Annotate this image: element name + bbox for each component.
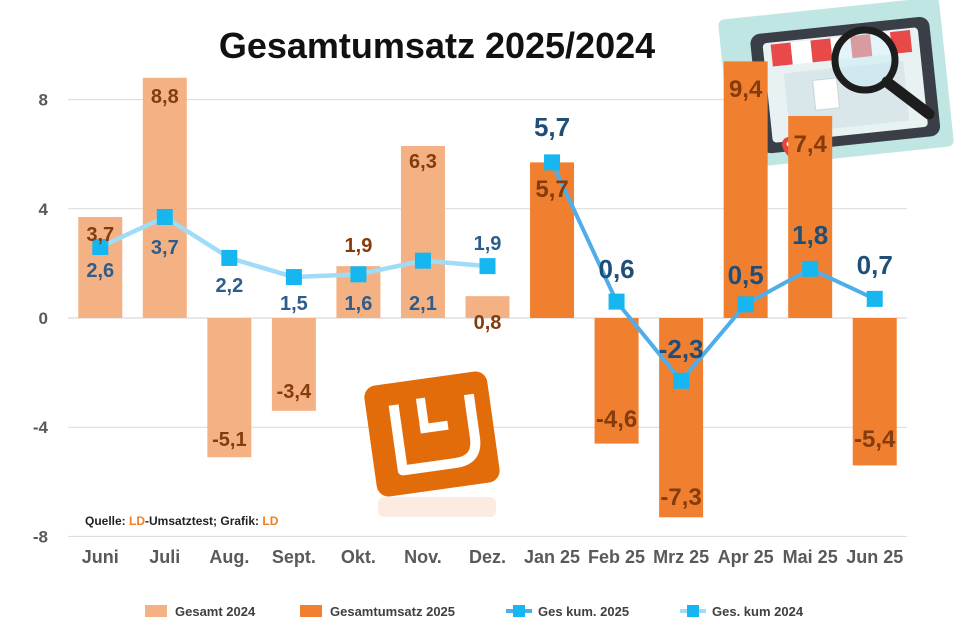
point-marker (544, 154, 561, 171)
data-label: -2,3 (659, 334, 704, 364)
ld-logo (364, 371, 500, 497)
data-label: 2,1 (409, 293, 437, 315)
bar (142, 77, 187, 318)
point-marker (737, 296, 754, 313)
data-label: 3,7 (151, 237, 179, 259)
legend-swatch (145, 605, 167, 617)
cumulative-lines (92, 154, 883, 389)
point-marker (156, 208, 173, 225)
point-marker (221, 249, 238, 266)
point-marker (414, 252, 431, 269)
x-tick-label: Juli (149, 547, 180, 567)
bar (852, 318, 897, 466)
legend-marker (513, 605, 525, 617)
bar (594, 318, 639, 444)
y-tick-label: -8 (33, 527, 48, 546)
x-tick-label: Mrz 25 (653, 547, 709, 567)
bar (207, 318, 252, 458)
x-tick-label: Mai 25 (783, 547, 838, 567)
legend-marker (687, 605, 699, 617)
bar (400, 146, 445, 318)
data-label: 5,7 (534, 112, 570, 142)
y-tick-label: 0 (39, 309, 48, 328)
legend-label: Gesamt 2024 (175, 604, 256, 619)
x-tick-label: Jan 25 (524, 547, 580, 567)
point-marker (866, 290, 883, 307)
x-tick-label: Apr 25 (718, 547, 774, 567)
x-tick-label: Juni (82, 547, 119, 567)
y-tick-label: 8 (39, 91, 48, 110)
point-marker (802, 260, 819, 277)
data-label: 2,2 (215, 275, 243, 297)
bar (530, 162, 575, 318)
data-label: 3,7 (86, 224, 114, 246)
legend-swatch (300, 605, 322, 617)
data-label: 1,9 (345, 235, 373, 257)
data-label: -5,4 (854, 426, 896, 453)
point-marker (479, 258, 496, 275)
legend-label: Gesamtumsatz 2025 (330, 604, 455, 619)
data-label: 9,4 (729, 76, 763, 103)
x-tick-label: Jun 25 (846, 547, 903, 567)
x-tick-label: Okt. (341, 547, 376, 567)
x-tick-label: Dez. (469, 547, 506, 567)
bar (788, 115, 833, 318)
data-label: 1,9 (474, 233, 502, 255)
point-marker (350, 266, 367, 283)
data-label: 7,4 (794, 131, 828, 158)
point-marker (285, 269, 302, 286)
data-label: 0,6 (598, 254, 634, 284)
data-label: 8,8 (151, 86, 179, 108)
data-label: -3,4 (277, 381, 312, 403)
x-tick-label: Feb 25 (588, 547, 645, 567)
shop-magnifier-icon (718, 0, 954, 169)
point-marker (673, 372, 690, 389)
bar (78, 216, 123, 318)
data-label: 0,8 (474, 312, 502, 334)
data-label: -5,1 (212, 429, 246, 451)
legend-label: Ges. kum 2024 (712, 604, 804, 619)
bar (271, 318, 316, 411)
data-label: 5,7 (535, 176, 568, 203)
data-label: 0,7 (857, 250, 893, 280)
y-tick-label: 4 (39, 200, 49, 219)
x-axis: Juni Juli Aug. Sept. Okt. Nov. Dez. Jan 25 Feb 2… (82, 547, 903, 567)
data-label: 2,6 (86, 260, 114, 282)
point-marker (92, 239, 109, 256)
legend-label: Ges kum. 2025 (538, 604, 629, 619)
data-label: 1,5 (280, 293, 308, 315)
data-label: 6,3 (409, 151, 437, 173)
data-labels: 3,7 8,8 -5,1 -3,4 1,9 6,3 0,8 5,7 -4,6 -7,3 9,4 7,4… (86, 76, 896, 511)
source-note: Quelle: LD-Umsatztest; Grafik: LD (85, 514, 279, 528)
data-label: 1,8 (792, 220, 828, 250)
chart-title: Gesamtumsatz 2025/2024 (219, 25, 655, 66)
y-axis: 8 4 0 -4 -8 (33, 91, 49, 547)
data-label: 0,5 (728, 260, 764, 290)
bar (465, 296, 510, 318)
x-tick-label: Aug. (209, 547, 249, 567)
x-tick-label: Nov. (404, 547, 442, 567)
data-label: -7,3 (660, 484, 701, 511)
y-tick-label: -4 (33, 418, 49, 437)
bar (723, 61, 768, 318)
ld-logo-reflection (378, 497, 496, 517)
data-label: -4,6 (596, 406, 637, 433)
x-tick-label: Sept. (272, 547, 316, 567)
bar (659, 318, 704, 518)
series-line (550, 161, 876, 383)
point-marker (608, 293, 625, 310)
legend: Gesamt 2024 Gesamtumsatz 2025 Ges kum. 202… (145, 604, 804, 619)
data-label: 1,6 (345, 293, 373, 315)
